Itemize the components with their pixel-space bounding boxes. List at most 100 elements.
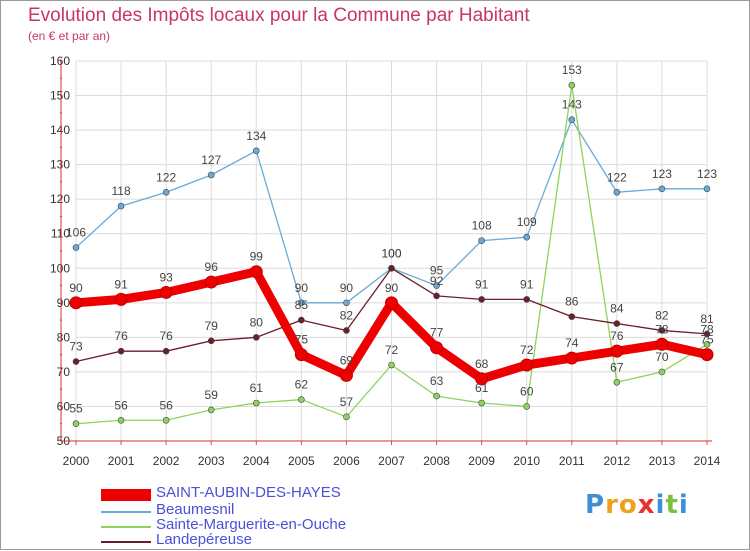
data-point xyxy=(568,81,576,89)
data-point xyxy=(294,348,308,362)
x-tick-label: 2004 xyxy=(243,454,270,468)
data-point xyxy=(298,316,305,324)
data-point xyxy=(204,275,218,289)
data-label: 85 xyxy=(295,298,309,312)
x-tick-label: 2006 xyxy=(333,454,360,468)
data-label: 90 xyxy=(69,281,83,295)
data-label: 82 xyxy=(340,308,354,322)
data-label: 122 xyxy=(156,170,176,184)
data-point xyxy=(298,396,305,403)
data-point xyxy=(565,351,579,365)
x-tick-label: 2002 xyxy=(153,454,180,468)
x-tick-label: 2010 xyxy=(513,454,540,468)
data-label: 72 xyxy=(385,343,399,357)
logo-letter: P xyxy=(585,490,606,520)
data-label: 93 xyxy=(159,270,173,284)
data-label: 80 xyxy=(250,315,264,329)
data-point xyxy=(69,296,83,310)
logo-letter: x xyxy=(637,490,656,520)
data-label: 67 xyxy=(610,360,624,374)
logo-letter: i xyxy=(678,490,689,520)
chart-subtitle: (en € et par an) xyxy=(28,29,111,43)
data-point xyxy=(249,265,263,279)
legend-label: Sainte-Marguerite-en-Ouche xyxy=(156,516,347,533)
logo-letter: o xyxy=(618,490,638,520)
data-point xyxy=(613,188,621,196)
data-label: 57 xyxy=(340,395,354,409)
data-point xyxy=(252,399,260,407)
data-point xyxy=(298,299,305,307)
data-label: 76 xyxy=(610,329,624,343)
data-point xyxy=(658,185,666,193)
data-label: 153 xyxy=(562,63,582,77)
data-label: 78 xyxy=(700,322,714,336)
data-label: 56 xyxy=(114,398,128,412)
data-label: 86 xyxy=(565,295,579,309)
data-label: 95 xyxy=(430,264,444,278)
data-point xyxy=(478,296,485,303)
data-point xyxy=(385,296,398,310)
data-label: 72 xyxy=(520,343,534,357)
data-point xyxy=(72,420,80,428)
data-point xyxy=(568,313,576,320)
data-label: 70 xyxy=(655,350,669,364)
y-tick-label: 70 xyxy=(57,365,71,379)
data-point xyxy=(703,185,711,193)
data-label: 96 xyxy=(205,260,219,274)
data-point xyxy=(613,378,621,386)
data-label: 122 xyxy=(607,170,627,184)
data-point xyxy=(523,403,531,410)
data-point xyxy=(162,347,170,355)
data-point xyxy=(610,344,624,358)
data-point xyxy=(252,334,260,341)
data-label: 90 xyxy=(295,281,309,295)
data-label: 90 xyxy=(385,281,399,295)
data-point xyxy=(339,368,353,382)
legend-swatch xyxy=(101,526,151,528)
data-point xyxy=(252,147,260,155)
data-label: 134 xyxy=(246,129,266,143)
data-label: 59 xyxy=(205,388,219,402)
legend-swatch xyxy=(101,489,151,501)
legend-swatch xyxy=(101,511,151,513)
data-point xyxy=(433,292,440,300)
logo-letter: r xyxy=(605,490,619,520)
data-point xyxy=(478,237,485,244)
data-label: 76 xyxy=(114,329,128,343)
legend-label: SAINT-AUBIN-DES-HAYES xyxy=(156,484,341,501)
data-label: 61 xyxy=(475,381,489,395)
proxiti-logo: Proxiti xyxy=(585,489,689,520)
data-point xyxy=(475,372,489,386)
data-label: 123 xyxy=(697,167,717,181)
legend-swatch xyxy=(101,541,151,543)
data-point xyxy=(613,320,621,327)
data-label: 74 xyxy=(565,336,579,350)
data-label: 78 xyxy=(655,322,669,336)
data-point xyxy=(655,337,669,351)
data-label: 118 xyxy=(112,184,131,198)
data-label: 73 xyxy=(69,340,83,354)
data-label: 106 xyxy=(66,226,86,240)
data-point xyxy=(343,299,350,307)
data-label: 123 xyxy=(652,167,672,181)
y-tick-label: 60 xyxy=(57,399,71,413)
x-tick-label: 2011 xyxy=(559,454,585,468)
data-point xyxy=(703,330,711,338)
chart-title: Evolution des Impôts locaux pour la Comm… xyxy=(28,5,530,26)
data-point xyxy=(207,171,215,179)
data-label: 68 xyxy=(475,357,489,371)
data-label: 91 xyxy=(520,277,534,291)
data-label: 90 xyxy=(340,281,354,295)
data-label: 82 xyxy=(655,308,669,322)
data-label: 63 xyxy=(430,374,444,388)
data-point xyxy=(162,416,170,424)
x-tick-label: 2007 xyxy=(378,454,405,468)
data-label: 91 xyxy=(114,277,128,291)
data-point xyxy=(114,292,128,306)
data-point xyxy=(159,285,173,299)
y-tick-label: 80 xyxy=(57,330,71,344)
data-label: 100 xyxy=(381,246,401,260)
data-point xyxy=(703,340,711,348)
data-label: 109 xyxy=(517,215,537,229)
